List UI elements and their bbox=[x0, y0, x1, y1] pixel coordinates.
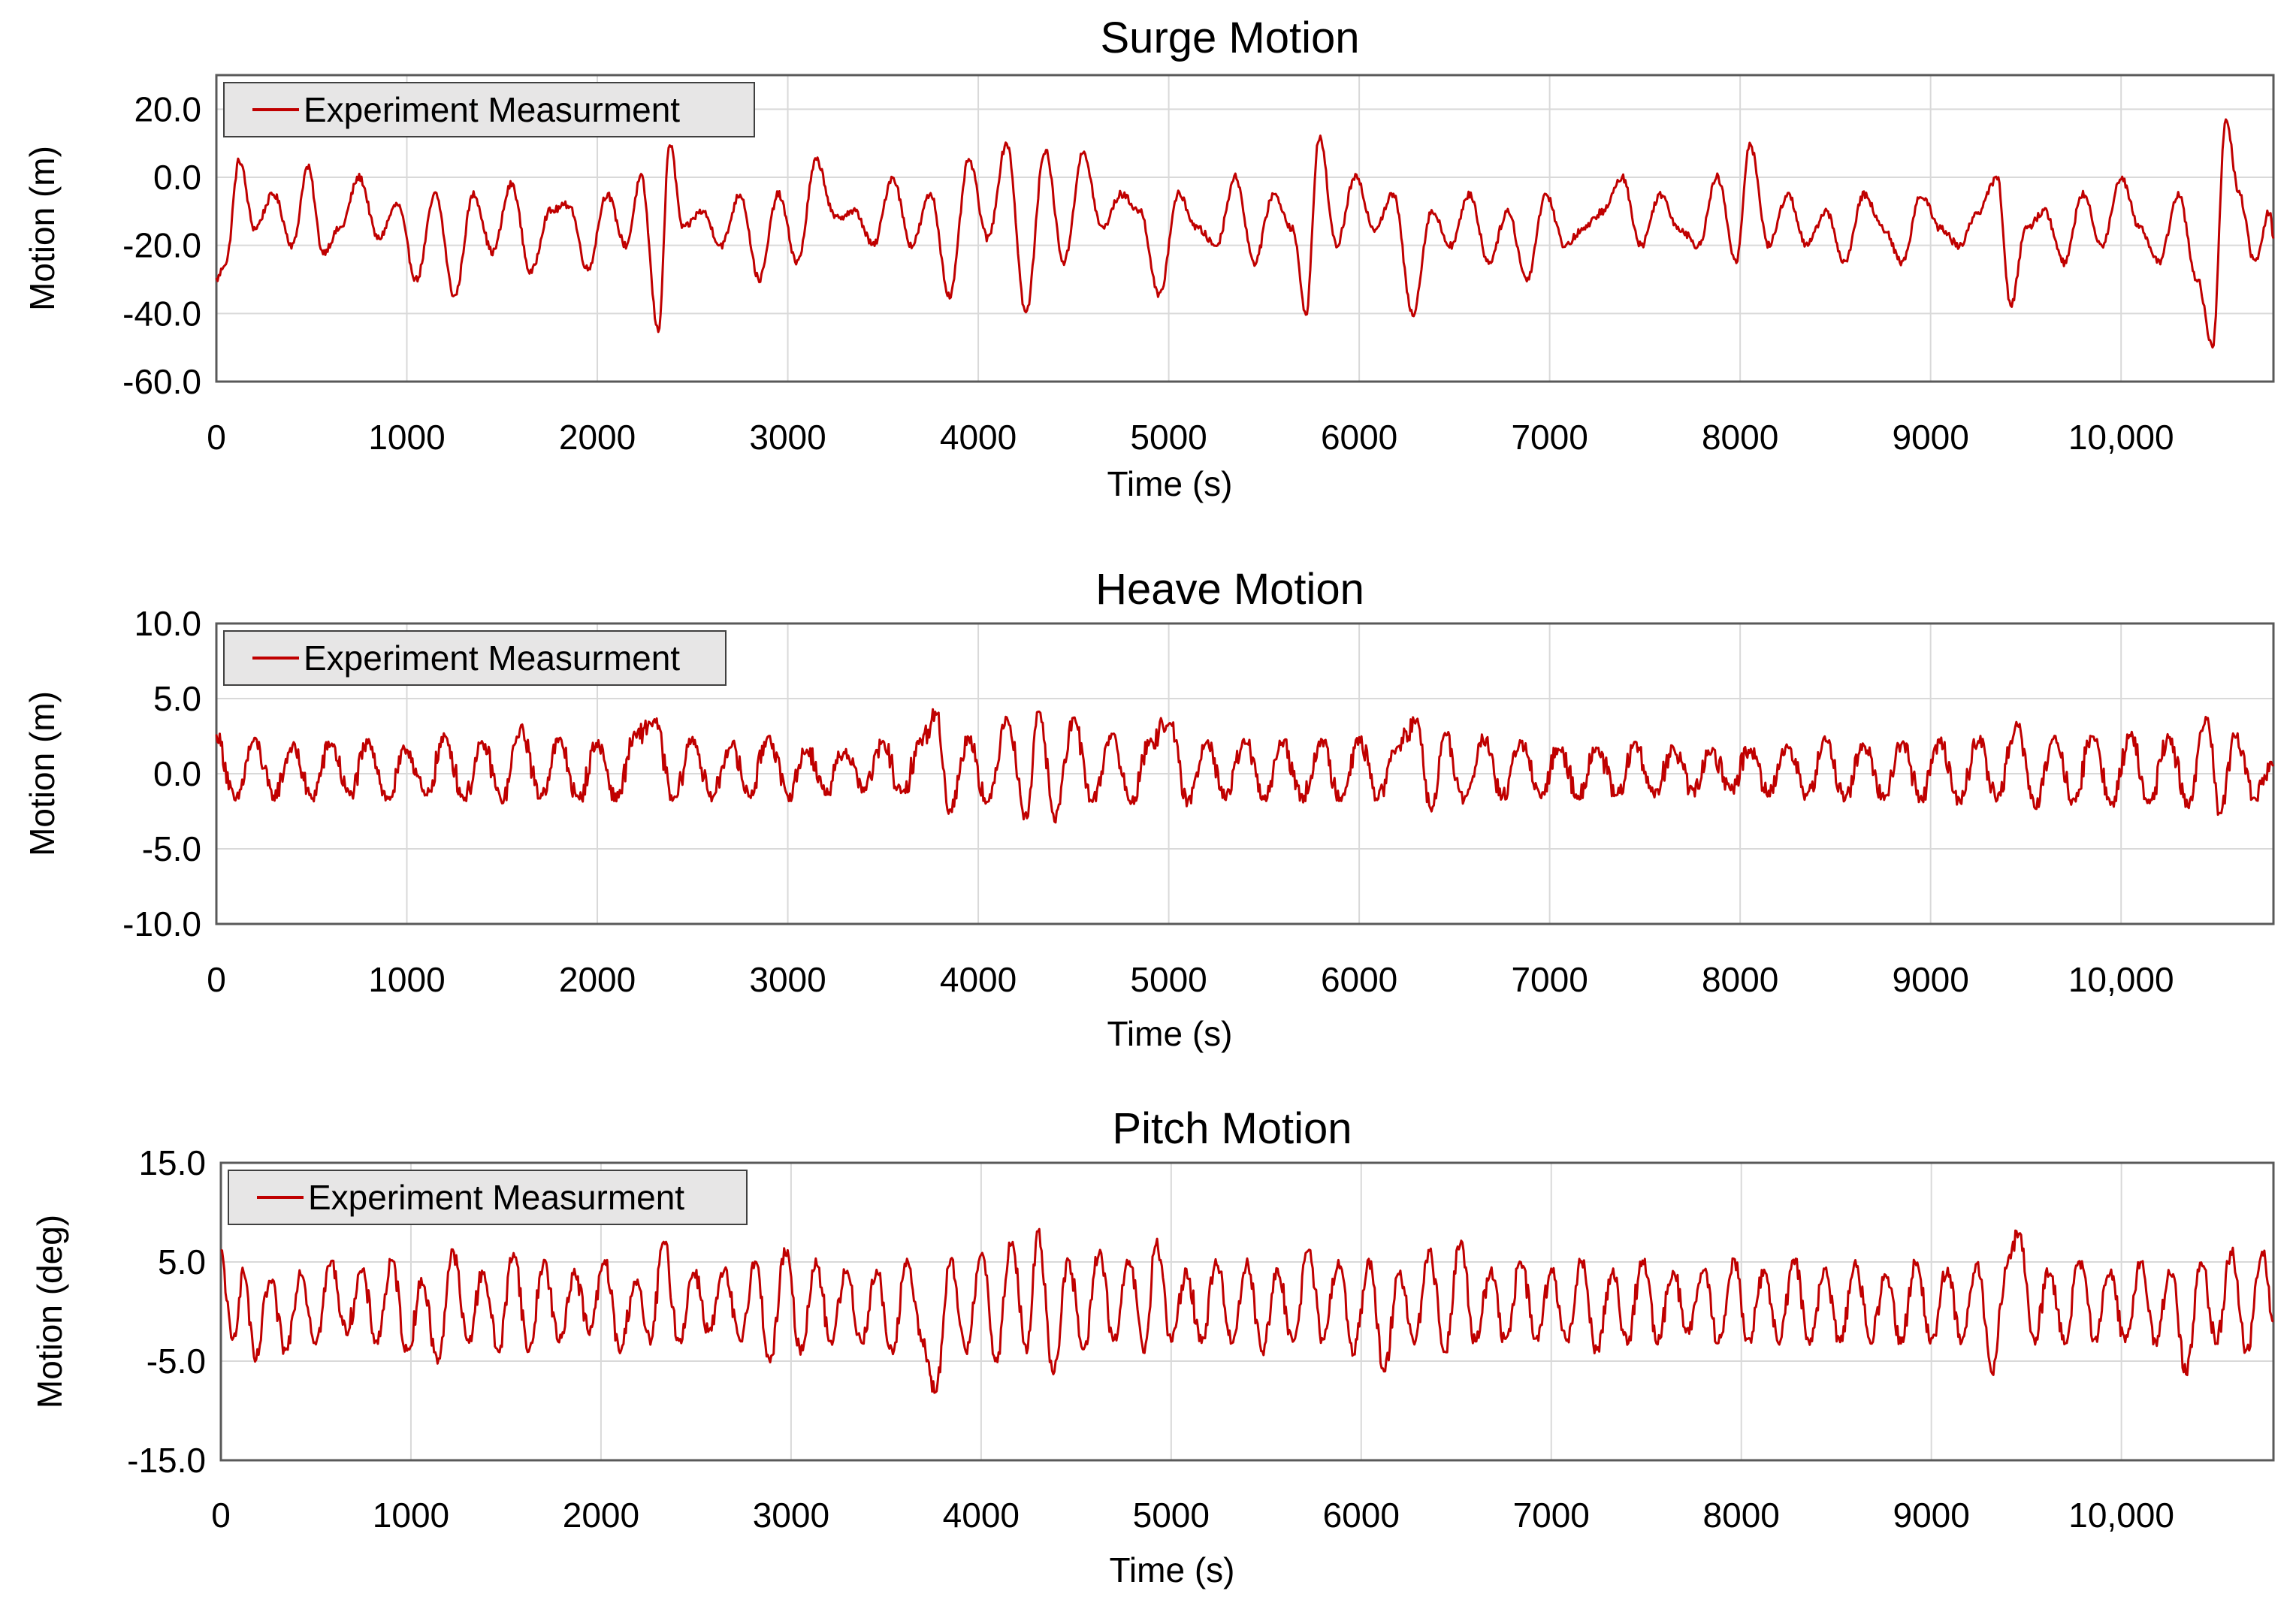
x-axis-label: Time (s) bbox=[1107, 464, 1233, 503]
panel-2: Experiment Measurment Heave Motion 0 1000 20… bbox=[23, 565, 2275, 1053]
legend-label: Experiment Measurment bbox=[304, 90, 680, 129]
y-tick-label: 0.0 bbox=[153, 754, 201, 793]
legend-box bbox=[223, 82, 755, 137]
x-tick-label: 0 bbox=[211, 1496, 231, 1535]
y-tick-label: -5.0 bbox=[147, 1342, 206, 1381]
x-tick-label: 10,000 bbox=[2068, 1496, 2174, 1535]
y-tick-label: -40.0 bbox=[122, 294, 201, 333]
x-tick-label: 9000 bbox=[1893, 1496, 1969, 1535]
series-line bbox=[215, 708, 2275, 824]
x-tick-label: 1000 bbox=[368, 418, 445, 457]
y-tick-label: 20.0 bbox=[134, 89, 201, 128]
legend: Experiment Measurment bbox=[223, 630, 727, 686]
x-tick-label: 0 bbox=[207, 960, 226, 999]
series-line bbox=[220, 1227, 2274, 1394]
x-tick-label: 4000 bbox=[940, 418, 1017, 457]
x-tick-label: 5000 bbox=[1130, 418, 1207, 457]
x-tick-label: 6000 bbox=[1321, 418, 1397, 457]
x-tick-label: 10,000 bbox=[2068, 418, 2174, 457]
legend-box bbox=[223, 630, 727, 686]
chart-title: Pitch Motion bbox=[1112, 1104, 1352, 1153]
x-axis-label: Time (s) bbox=[1107, 1014, 1233, 1053]
x-tick-label: 7000 bbox=[1513, 1496, 1590, 1535]
legend: Experiment Measurment bbox=[223, 82, 755, 137]
x-tick-label: 5000 bbox=[1130, 960, 1207, 999]
y-tick-label: 5.0 bbox=[158, 1242, 206, 1281]
panel-1: Experiment Measurment Surge Motion 0 1000 20… bbox=[23, 14, 2275, 503]
legend-label: Experiment Measurment bbox=[308, 1178, 684, 1217]
legend-box bbox=[228, 1170, 748, 1225]
x-tick-label: 8000 bbox=[1702, 960, 1778, 999]
x-tick-label: 2000 bbox=[559, 418, 636, 457]
x-tick-label: 2000 bbox=[559, 960, 636, 999]
y-axis-label: Motion (m) bbox=[23, 691, 62, 856]
x-tick-label: 8000 bbox=[1702, 418, 1778, 457]
plot-area-frame bbox=[215, 622, 2275, 925]
series-line bbox=[215, 118, 2275, 349]
x-tick-label: 9000 bbox=[1892, 960, 1968, 999]
x-tick-label: 6000 bbox=[1321, 960, 1397, 999]
y-tick-label: -60.0 bbox=[122, 362, 201, 401]
chart-title: Surge Motion bbox=[1101, 14, 1360, 62]
y-tick-label: 0.0 bbox=[153, 158, 201, 197]
x-tick-label: 6000 bbox=[1323, 1496, 1400, 1535]
x-tick-label: 4000 bbox=[943, 1496, 1020, 1535]
chart-title: Heave Motion bbox=[1095, 565, 1364, 614]
y-tick-label: 5.0 bbox=[153, 679, 201, 718]
x-tick-label: 8000 bbox=[1703, 1496, 1780, 1535]
x-tick-label: 7000 bbox=[1511, 960, 1588, 999]
x-tick-label: 9000 bbox=[1892, 418, 1968, 457]
x-tick-label: 3000 bbox=[749, 418, 826, 457]
x-tick-label: 4000 bbox=[940, 960, 1017, 999]
legend-label: Experiment Measurment bbox=[304, 638, 680, 678]
x-tick-label: 5000 bbox=[1133, 1496, 1210, 1535]
panel-3: Experiment Measurment Pitch Motion 0 1000 20… bbox=[30, 1104, 2275, 1589]
plot-area-frame bbox=[219, 1161, 2275, 1462]
plot-area-frame bbox=[215, 74, 2275, 383]
y-axis-label: Motion (deg) bbox=[30, 1215, 69, 1408]
x-tick-label: 1000 bbox=[368, 960, 445, 999]
x-tick-label: 3000 bbox=[753, 1496, 829, 1535]
y-axis-label: Motion (m) bbox=[23, 146, 62, 311]
y-tick-label: -5.0 bbox=[142, 829, 201, 868]
y-tick-label: -10.0 bbox=[122, 904, 201, 943]
x-tick-label: 0 bbox=[207, 418, 226, 457]
y-tick-label: 10.0 bbox=[134, 604, 201, 643]
x-tick-label: 10,000 bbox=[2068, 960, 2174, 999]
y-tick-label: -15.0 bbox=[127, 1441, 206, 1480]
legend: Experiment Measurment bbox=[228, 1170, 748, 1225]
x-tick-label: 7000 bbox=[1511, 418, 1588, 457]
x-tick-label: 1000 bbox=[373, 1496, 449, 1535]
y-tick-label: 15.0 bbox=[138, 1143, 206, 1182]
y-tick-label: -20.0 bbox=[122, 226, 201, 265]
x-tick-label: 2000 bbox=[563, 1496, 639, 1535]
x-axis-label: Time (s) bbox=[1110, 1550, 1235, 1589]
x-tick-label: 3000 bbox=[749, 960, 826, 999]
